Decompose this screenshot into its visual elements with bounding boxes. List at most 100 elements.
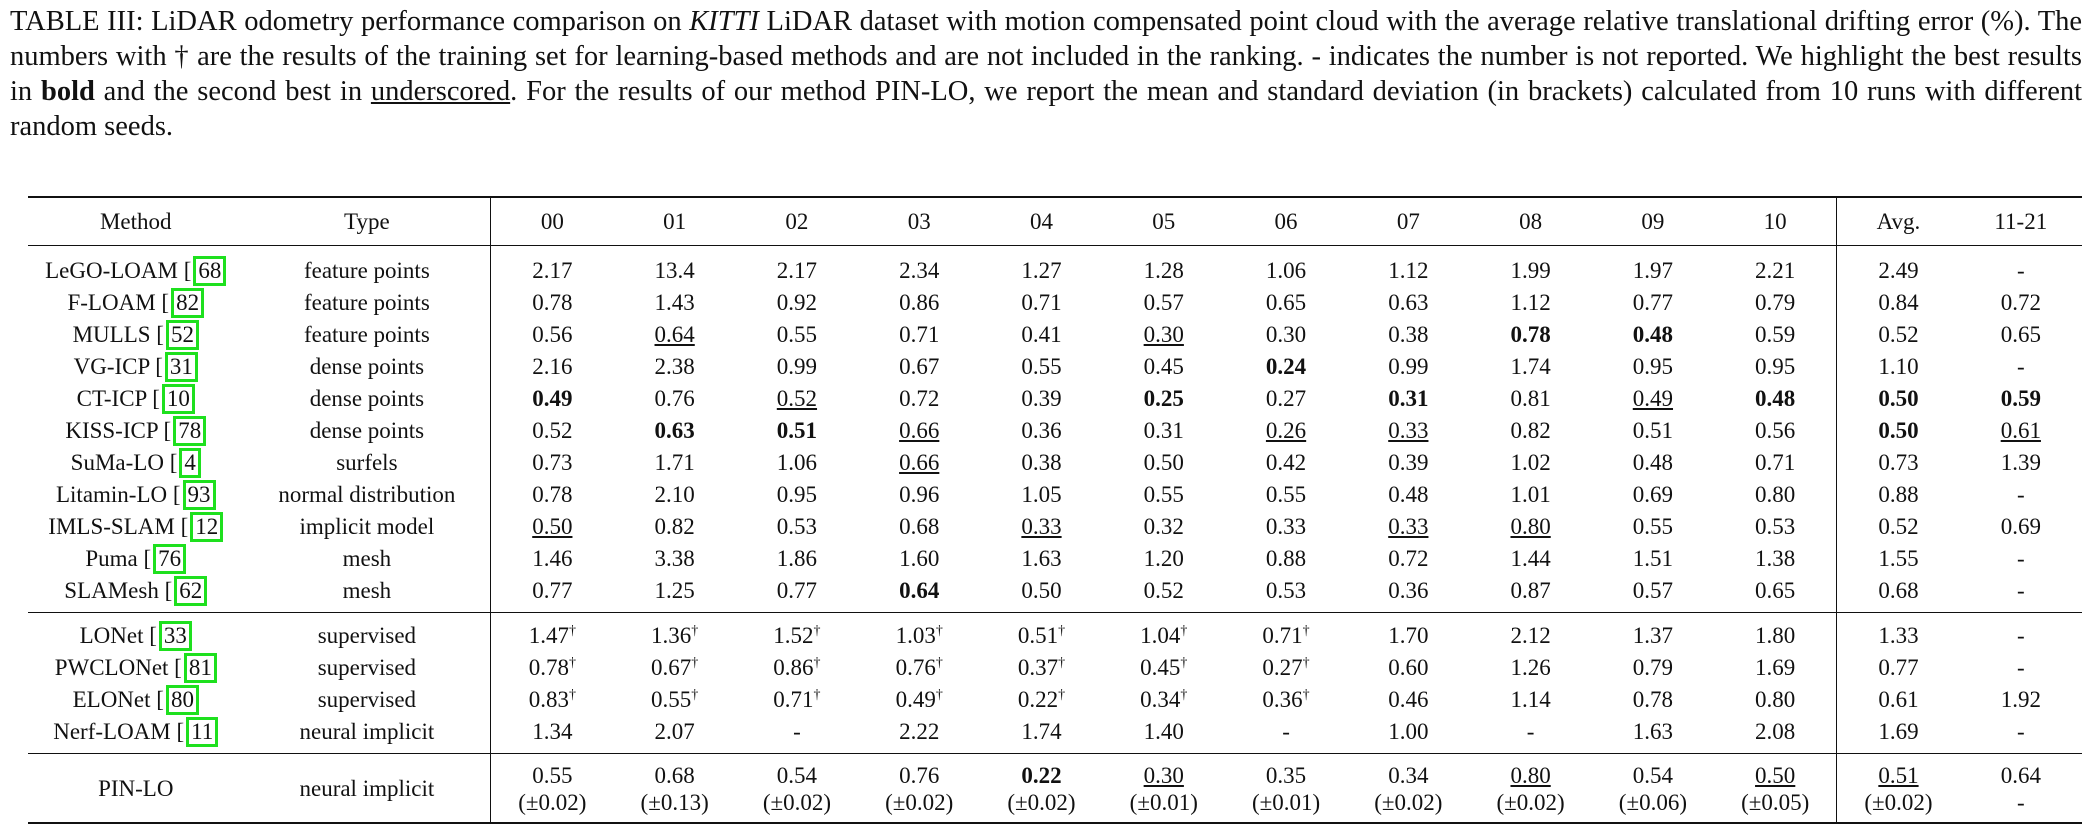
seq-03-cell-value: 0.96 bbox=[899, 482, 940, 507]
seq-00-cell-value: 0.78 bbox=[532, 482, 573, 507]
seq-03-cell: 0.49† bbox=[858, 684, 980, 716]
seq-04-cell-value: 1.05 bbox=[1021, 482, 1062, 507]
seq-06-cell: 0.30 bbox=[1225, 319, 1347, 351]
seq-03-cell-value: 0.67 bbox=[899, 354, 940, 379]
seq-00-cell-std: (±0.02) bbox=[518, 789, 587, 815]
seq-08-cell-value: 1.14 bbox=[1510, 687, 1551, 712]
seq-00-cell: 0.78 bbox=[490, 478, 614, 511]
method-type: feature points bbox=[303, 290, 430, 315]
seq-07-cell: 1.70 bbox=[1347, 611, 1470, 652]
citation-link[interactable]: 82 bbox=[171, 287, 205, 318]
seq-02-cell-value: - bbox=[793, 719, 801, 744]
seq-04-cell: 0.51† bbox=[980, 611, 1103, 652]
seq-10-cell: 0.56 bbox=[1714, 415, 1837, 447]
avg-cell-value: 1.33 bbox=[1878, 623, 1919, 648]
seq-08-cell-value: 0.87 bbox=[1510, 578, 1551, 603]
seq-04-cell-value: 0.71 bbox=[1021, 290, 1062, 315]
seq-07-cell: 0.39 bbox=[1347, 447, 1469, 479]
method-type: supervised bbox=[317, 687, 417, 712]
seq-07-cell: 1.00 bbox=[1347, 716, 1469, 754]
dagger-mark: † bbox=[1302, 655, 1310, 671]
seq-00-cell: 2.17 bbox=[490, 244, 614, 287]
seq-07-cell: 0.31 bbox=[1347, 383, 1469, 415]
seq-02-cell: 1.86 bbox=[736, 543, 858, 575]
seq-00-cell-value: 0.52 bbox=[532, 418, 573, 443]
seq-02-cell-value: 0.77 bbox=[776, 578, 818, 603]
avg-cell: 0.52 bbox=[1836, 510, 1960, 543]
test-seq-cell-value: 1.92 bbox=[2000, 687, 2041, 712]
method-name-cell: LONet [33 bbox=[28, 611, 244, 652]
method-name: LeGO-LOAM bbox=[45, 257, 178, 283]
citation-link[interactable]: 31 bbox=[164, 351, 198, 382]
seq-04-cell: 0.33 bbox=[980, 511, 1102, 543]
seq-08-cell-value: 0.81 bbox=[1510, 386, 1551, 411]
table-row: IMLS-SLAM [12 implicit model 0.50 0.82 0.53 0… bbox=[28, 510, 2082, 543]
method-name-cell: PIN-LO bbox=[28, 752, 244, 824]
seq-00-cell: 0.50 bbox=[490, 510, 614, 543]
method-type: supervised bbox=[243, 611, 491, 652]
citation-link[interactable]: 52 bbox=[165, 319, 199, 350]
avg-cell-value: 1.69 bbox=[1878, 719, 1919, 744]
avg-cell-value: 0.50 bbox=[1878, 418, 1919, 443]
method-name-cell: SLAMesh [62 bbox=[28, 575, 244, 613]
header-avg: Avg. bbox=[1836, 196, 1960, 245]
seq-00-cell-value: 0.78 bbox=[528, 655, 569, 680]
seq-10-cell-value: 1.69 bbox=[1755, 655, 1796, 680]
citation-link[interactable]: 10 bbox=[161, 383, 195, 414]
seq-03-cell: 0.96 bbox=[858, 479, 980, 511]
citation-link[interactable]: 76 bbox=[153, 543, 187, 574]
seq-10-cell: 1.38 bbox=[1714, 543, 1837, 575]
seq-08-cell: - bbox=[1469, 716, 1591, 754]
seq-09-cell-value: 0.48 bbox=[1632, 322, 1674, 347]
header-type: Type bbox=[243, 196, 491, 245]
seq-01-cell-value: 0.55 bbox=[651, 687, 692, 712]
test-seq-cell: 1.92 bbox=[1960, 684, 2082, 716]
seq-03-cell-value: 1.60 bbox=[899, 546, 940, 571]
citation-link[interactable]: 68 bbox=[193, 255, 227, 286]
seq-02-cell: 1.06 bbox=[736, 447, 858, 479]
seq-10-cell: 0.71 bbox=[1714, 447, 1837, 479]
seq-06-cell-value: 0.36 bbox=[1262, 687, 1303, 712]
seq-09-cell-value: 1.97 bbox=[1632, 258, 1674, 283]
seq-06-cell: 0.42 bbox=[1225, 447, 1347, 479]
seq-01-cell: 0.63 bbox=[614, 415, 736, 447]
seq-08-cell-value: 1.44 bbox=[1510, 546, 1551, 571]
seq-10-cell-value: 2.08 bbox=[1755, 719, 1796, 744]
seq-05-cell-value: 0.52 bbox=[1143, 578, 1184, 603]
seq-06-cell: 0.26 bbox=[1225, 415, 1347, 447]
citation-link[interactable]: 12 bbox=[190, 511, 224, 542]
header-seq-04: 04 bbox=[980, 196, 1103, 245]
test-seq-cell: 0.72 bbox=[1960, 287, 2082, 319]
table-row: VG-ICP [31 dense points 2.16 2.38 0.99 0.67 0.… bbox=[28, 350, 2082, 383]
dagger-mark: † bbox=[691, 623, 699, 639]
dagger-mark: † bbox=[1180, 655, 1188, 671]
avg-cell: 0.68 bbox=[1836, 574, 1960, 612]
citation-link[interactable]: 80 bbox=[165, 684, 199, 715]
citation-link[interactable]: 93 bbox=[182, 479, 216, 510]
seq-05-cell: 0.30 bbox=[1103, 319, 1225, 351]
citation-link[interactable]: 78 bbox=[173, 415, 207, 446]
citation-link[interactable]: 4 bbox=[179, 447, 201, 478]
seq-01-cell: 2.10 bbox=[614, 479, 736, 511]
citation-link[interactable]: 11 bbox=[186, 716, 219, 747]
test-seq-cell-value: 0.72 bbox=[2000, 290, 2041, 315]
seq-02-cell-value: 0.99 bbox=[776, 354, 818, 379]
seq-03-cell-value: 0.66 bbox=[899, 418, 940, 443]
seq-07-cell-value: 0.38 bbox=[1388, 322, 1429, 347]
seq-04-cell-value: 0.39 bbox=[1021, 386, 1062, 411]
avg-cell-value: 0.68 bbox=[1878, 578, 1919, 603]
seq-05-cell: 0.45 bbox=[1103, 351, 1225, 383]
seq-02-cell: - bbox=[736, 716, 858, 754]
seq-09-cell-value: 0.51 bbox=[1632, 418, 1674, 443]
header-test-seq: 11-21 bbox=[1959, 196, 2082, 245]
avg-cell: 0.61 bbox=[1836, 683, 1960, 716]
citation-link[interactable]: 81 bbox=[183, 652, 217, 683]
citation-link[interactable]: 33 bbox=[158, 620, 192, 651]
seq-00-cell-value: 0.73 bbox=[532, 450, 573, 475]
citation-link[interactable]: 62 bbox=[174, 575, 208, 606]
method-name: F-LOAM bbox=[67, 289, 156, 315]
seq-06-cell-value: 0.65 bbox=[1265, 290, 1307, 315]
dagger-mark: † bbox=[691, 655, 699, 671]
table-row: SLAMesh [62 mesh 0.77 1.25 0.77 0.64 0.50 0.52 0… bbox=[28, 574, 2082, 613]
seq-01-cell-value: 3.38 bbox=[654, 546, 695, 571]
